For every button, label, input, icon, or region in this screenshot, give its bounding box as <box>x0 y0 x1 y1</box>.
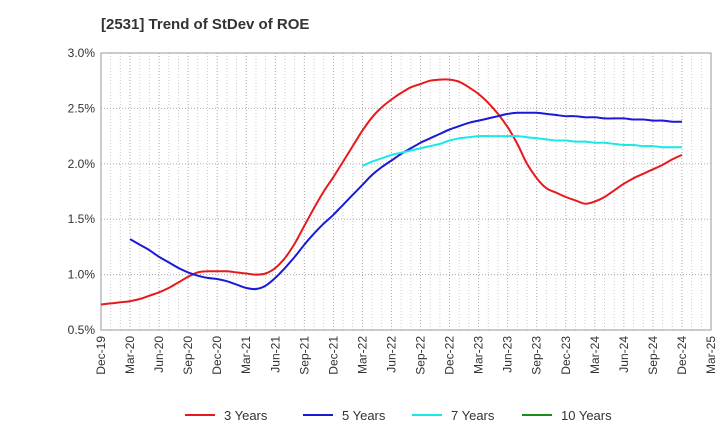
series-line-7-years <box>361 135 682 167</box>
x-tick-label: Mar-24 <box>588 336 602 374</box>
legend-label-10-years: 10 Years <box>561 408 612 423</box>
x-tick-label: Dec-20 <box>210 336 224 375</box>
x-tick-label: Dec-21 <box>326 336 340 375</box>
x-tick-label: Dec-24 <box>675 336 689 375</box>
y-axis-ticks: 0.5% 1.0% 1.5% 2.0% 2.5% 3.0% <box>68 46 96 337</box>
gridlines <box>100 52 712 331</box>
chart-title: [2531] Trend of StDev of ROE <box>101 16 309 33</box>
x-tick-label: Sep-22 <box>414 336 428 375</box>
x-tick-label: Jun-24 <box>617 336 631 373</box>
x-tick-label: Dec-23 <box>559 336 573 375</box>
series-line-3-years <box>100 78 683 306</box>
plot-area-frame <box>100 52 712 331</box>
x-tick-label: Sep-24 <box>646 336 660 375</box>
y-tick-label: 3.0% <box>68 46 96 60</box>
x-tick-label: Mar-20 <box>123 336 137 374</box>
y-tick-label: 0.5% <box>68 323 96 337</box>
x-tick-label: Dec-22 <box>443 336 457 375</box>
x-tick-label: Sep-20 <box>181 336 195 375</box>
x-tick-label: Jun-20 <box>152 336 166 373</box>
y-tick-label: 1.0% <box>68 268 96 282</box>
x-tick-label: Sep-23 <box>530 336 544 375</box>
legend-label-3-years: 3 Years <box>224 408 268 423</box>
x-tick-label: Mar-22 <box>355 336 369 374</box>
y-tick-label: 2.0% <box>68 157 96 171</box>
legend-label-7-years: 7 Years <box>451 408 495 423</box>
x-tick-label: Jun-21 <box>268 336 282 373</box>
x-tick-label: Mar-25 <box>704 336 718 374</box>
series-lines <box>100 78 683 306</box>
x-axis-ticks: Dec-19 Mar-20 Jun-20 Sep-20 Dec-20 Mar-21 Jun-… <box>94 336 718 375</box>
y-tick-label: 1.5% <box>68 212 96 226</box>
x-tick-label: Jun-23 <box>501 336 515 373</box>
x-tick-label: Mar-23 <box>472 336 486 374</box>
x-tick-label: Jun-22 <box>384 336 398 373</box>
x-tick-label: Sep-21 <box>297 336 311 375</box>
legend-label-5-years: 5 Years <box>342 408 386 423</box>
x-tick-label: Dec-19 <box>94 336 108 375</box>
series-line-5-years <box>129 111 683 291</box>
y-tick-label: 2.5% <box>68 101 96 115</box>
x-tick-label: Mar-21 <box>239 336 253 374</box>
legend: 3 Years 5 Years 7 Years 10 Years <box>185 408 612 423</box>
